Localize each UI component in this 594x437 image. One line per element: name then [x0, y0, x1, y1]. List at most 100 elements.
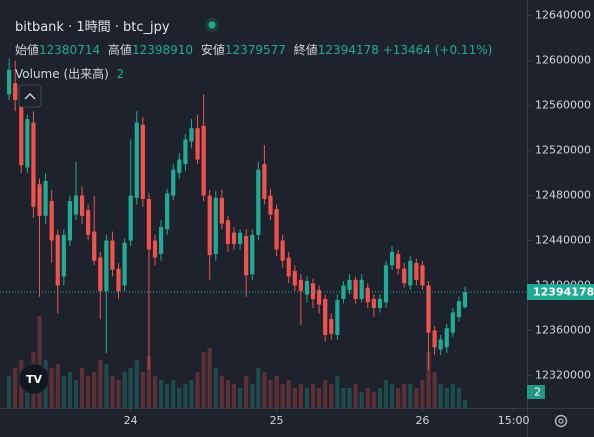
volume-bar — [262, 372, 267, 408]
candle-body — [98, 257, 103, 292]
candle-body — [347, 279, 352, 290]
candle-body — [189, 128, 194, 142]
candle-body — [317, 289, 322, 305]
settings-icon[interactable] — [554, 414, 568, 428]
volume-bar — [104, 364, 109, 408]
candle-body — [304, 280, 310, 295]
candle-body — [256, 169, 261, 235]
volume-bar — [79, 368, 85, 408]
volume-bar — [55, 364, 60, 408]
candle-body — [438, 339, 443, 350]
candle-body — [55, 234, 60, 286]
volume-bar — [195, 372, 200, 408]
candle-body — [250, 234, 255, 275]
candle-body — [79, 195, 85, 216]
change-percent: (+0.11%) — [434, 43, 493, 57]
candle-body — [244, 236, 249, 276]
volume-bar — [49, 368, 54, 408]
candle-body — [13, 83, 18, 101]
volume-bar — [7, 376, 12, 408]
ohlc-row: 始値12380714 高値12398910 安値12379577 終値12394… — [15, 41, 492, 58]
collapse-button[interactable] — [18, 84, 42, 108]
volume-bar — [244, 376, 249, 408]
y-tick-label: 12360000 — [535, 323, 591, 336]
candle-body — [426, 285, 431, 333]
volume-bar — [341, 388, 346, 408]
ohlc-label: 安値 — [200, 43, 225, 57]
volume-bar — [383, 380, 389, 408]
candle-body — [61, 234, 66, 277]
volume-bar — [389, 384, 395, 408]
volume-bar — [189, 380, 194, 408]
volume-bar — [365, 388, 370, 408]
volume-bar — [450, 384, 455, 408]
candle-body — [116, 268, 121, 292]
candle-body — [365, 287, 370, 303]
x-tick-label: 26 — [415, 414, 429, 427]
candle-body — [67, 201, 73, 241]
volume-bar — [329, 384, 334, 408]
candle-body — [171, 169, 176, 196]
candle-body — [335, 300, 340, 335]
y-tick-label: 12480000 — [535, 189, 591, 202]
candle-body — [310, 283, 316, 299]
candle-body — [329, 319, 334, 334]
volume-bar — [122, 372, 127, 408]
candle-body — [444, 328, 449, 348]
candle-body — [37, 184, 42, 216]
candle-body — [456, 301, 462, 317]
volume-row: Volume (出来高) 2 — [15, 65, 124, 82]
candle-body — [152, 240, 158, 258]
price-badge-label: 12394178 — [533, 286, 594, 299]
volume-bar — [67, 372, 73, 408]
ohlc-value: 12398910 — [131, 43, 194, 57]
candle-body — [262, 164, 267, 199]
candle-body — [195, 128, 200, 160]
candle-body — [231, 232, 237, 244]
candle-body — [432, 330, 437, 348]
volume-bar — [37, 316, 42, 408]
volume-bar — [61, 376, 66, 408]
candle-body — [146, 198, 152, 250]
volume-bar — [268, 380, 273, 408]
volume-bar — [92, 372, 97, 408]
candle-body — [49, 201, 54, 241]
candle-body — [177, 159, 182, 174]
candle-body — [201, 125, 206, 196]
volume-bar — [116, 380, 121, 408]
volume-bar — [128, 368, 133, 408]
x-tick-label: 15:00 — [498, 414, 530, 427]
volume-bar — [462, 400, 468, 408]
volume-bar — [377, 388, 383, 408]
volume-bar — [426, 352, 431, 408]
status-dot — [208, 21, 216, 29]
volume-bar — [371, 392, 376, 408]
volume-badge — [527, 385, 545, 399]
candle-body — [408, 260, 413, 286]
candle-body — [420, 265, 425, 286]
y-tick-label: 12640000 — [535, 9, 591, 22]
candle-body — [402, 268, 407, 284]
volume-bar — [86, 376, 91, 408]
candle-body — [353, 279, 358, 299]
candle-body — [292, 270, 297, 286]
candle-body — [323, 298, 328, 335]
volume-bar — [432, 372, 437, 408]
x-tick-label: 25 — [270, 414, 284, 427]
volume-bar — [171, 380, 176, 408]
candle-body — [298, 279, 303, 292]
volume-bar — [292, 388, 297, 408]
volume-bar — [13, 368, 18, 408]
candle-body — [414, 263, 419, 280]
volume-bar — [177, 388, 182, 408]
volume-bar — [73, 380, 79, 408]
candle-body — [280, 240, 285, 261]
volume-bar — [280, 384, 285, 408]
volume-layer — [7, 316, 468, 408]
candle-body — [165, 193, 170, 230]
volume-label: Volume (出来高) — [15, 67, 109, 81]
volume-bar — [207, 348, 212, 408]
y-tick-label: 12520000 — [535, 144, 591, 157]
volume-bar — [165, 384, 170, 408]
volume-bar — [140, 372, 145, 408]
